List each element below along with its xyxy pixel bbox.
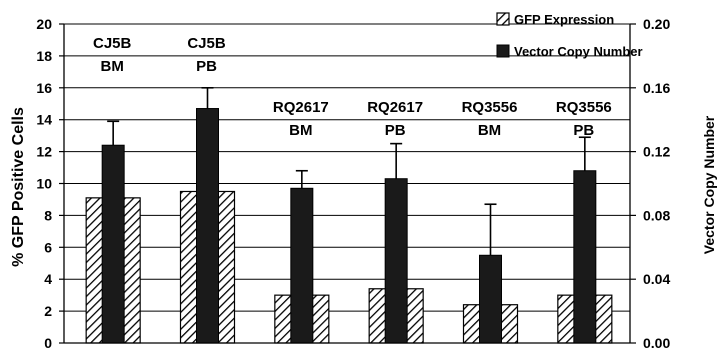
vcn-bar	[479, 254, 502, 344]
legend-swatch-vcn	[496, 44, 510, 58]
category-label-source: BM	[478, 122, 501, 139]
y2-tick-label: 0.20	[643, 16, 670, 32]
bars	[85, 87, 613, 344]
category-label-source: BM	[289, 122, 312, 139]
legend: GFP Expression Vector Copy Number	[496, 12, 643, 59]
y2-tick-label: 0.00	[643, 335, 670, 348]
y2-tick-label: 0.12	[643, 144, 670, 160]
y2-tick-label: 0.04	[643, 271, 670, 287]
y2-axis-label: Vector Copy Number	[701, 115, 717, 254]
y-tick-label: 18	[36, 48, 52, 64]
vcn-bar	[196, 108, 219, 344]
category-label-sample: CJ5B	[187, 35, 226, 52]
y-tick-label: 14	[36, 112, 52, 128]
vcn-bar	[101, 144, 125, 344]
category-label-sample: CJ5B	[93, 35, 132, 52]
y-tick-label: 8	[44, 207, 52, 223]
category-label-sample: RQ2617	[367, 99, 423, 116]
axes: 0 2 4 6 8 10 12 14 16 18 20 0.00 0.04 0.08 0.12 0.16 0.2…	[36, 16, 670, 348]
category-label-source: PB	[385, 122, 406, 139]
legend-label-vcn: Vector Copy Number	[514, 44, 643, 59]
legend-label-gfp: GFP Expression	[514, 12, 614, 27]
category-label-source: BM	[101, 58, 124, 75]
category-label-sample: RQ3556	[462, 99, 518, 116]
y-tick-label: 4	[44, 271, 52, 287]
category-label-sample: RQ3556	[556, 99, 612, 116]
category-labels: CJ5B BM CJ5B PB RQ2617 BM RQ2617 PB RQ3556 BM RQ35…	[93, 35, 612, 139]
legend-swatch-gfp	[496, 12, 510, 26]
gridlines	[64, 23, 630, 312]
y-tick-label: 16	[36, 80, 52, 96]
y-tick-label: 6	[44, 239, 52, 255]
y-tick-label: 12	[36, 144, 52, 160]
category-label-sample: RQ2617	[273, 99, 329, 116]
y-tick-label: 2	[44, 303, 52, 319]
y-tick-label: 20	[36, 16, 52, 32]
vcn-bar	[573, 170, 597, 344]
y2-tick-label: 0.16	[643, 80, 670, 96]
y-axis-label: % GFP Positive Cells	[10, 107, 27, 267]
y-tick-label: 0	[44, 335, 52, 348]
y-tick-label: 10	[36, 176, 52, 192]
vcn-bar	[384, 178, 408, 344]
category-label-source: PB	[196, 58, 217, 75]
vcn-bar	[290, 187, 314, 344]
y2-tick-label: 0.08	[643, 207, 670, 223]
category-label-source: PB	[573, 122, 594, 139]
